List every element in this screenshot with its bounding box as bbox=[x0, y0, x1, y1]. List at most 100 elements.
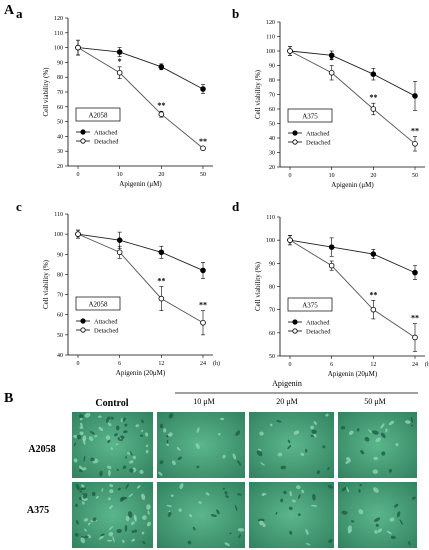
cell-shape bbox=[97, 415, 102, 418]
cell-shape bbox=[139, 469, 144, 475]
cell-shape bbox=[82, 435, 87, 442]
y-tick-label: 100 bbox=[266, 238, 275, 244]
cell-shape bbox=[170, 494, 174, 497]
cell-shape bbox=[78, 496, 82, 500]
data-point bbox=[412, 93, 418, 99]
cell-shape bbox=[159, 460, 164, 465]
cell-shape bbox=[142, 540, 146, 545]
cell-shape bbox=[163, 428, 167, 433]
legend-marker bbox=[292, 139, 298, 145]
y-tick-label: 30 bbox=[57, 149, 63, 155]
cell-shape bbox=[159, 423, 164, 429]
cell-shape bbox=[95, 495, 99, 499]
cell-shape bbox=[107, 469, 111, 477]
cell-shape bbox=[141, 419, 144, 424]
data-point bbox=[328, 69, 335, 76]
cell-shape bbox=[269, 423, 273, 427]
micrograph-1-1 bbox=[72, 412, 153, 478]
col-header-20um: 20 μM bbox=[276, 397, 297, 406]
row-label-a375: A375 bbox=[27, 505, 49, 516]
cell-shape bbox=[142, 515, 147, 520]
cell-shape bbox=[93, 435, 98, 438]
cell-shape bbox=[220, 417, 225, 421]
cell-shape bbox=[147, 510, 150, 515]
y-tick-label: 70 bbox=[269, 93, 275, 99]
x-unit-label: (h) bbox=[213, 360, 220, 367]
x-tick-label: 12 bbox=[158, 361, 164, 367]
cell-shape bbox=[310, 434, 314, 438]
y-tick-label: 110 bbox=[266, 215, 275, 221]
cell-shape bbox=[109, 489, 114, 494]
panel-letter: d bbox=[232, 199, 240, 214]
cell-shape bbox=[410, 424, 414, 427]
cell-shape bbox=[107, 497, 111, 501]
cell-shape bbox=[82, 493, 88, 499]
cell-shape bbox=[297, 494, 301, 499]
data-point bbox=[116, 49, 123, 55]
series-line bbox=[289, 50, 416, 145]
legend-label: Detached bbox=[94, 327, 119, 334]
cell-shape bbox=[145, 444, 149, 448]
cell-shape bbox=[313, 421, 317, 425]
cell-shape bbox=[121, 539, 125, 543]
legend-marker bbox=[292, 130, 298, 136]
cell-shape bbox=[82, 501, 85, 505]
cell-shape bbox=[196, 427, 200, 433]
chart-panel-b: b 20 30 40 50 60 70 80 90 100 110 120 0 10 20 50 Apigeni… bbox=[232, 6, 425, 189]
cell-shape bbox=[124, 525, 128, 532]
cell-shape bbox=[399, 519, 404, 526]
cell-shape bbox=[388, 468, 392, 473]
series-attached bbox=[287, 235, 418, 280]
data-point bbox=[158, 111, 165, 117]
y-tick-label: 40 bbox=[269, 136, 275, 142]
legend-marker bbox=[292, 319, 298, 325]
micrograph-background bbox=[72, 412, 153, 478]
cell-shape bbox=[356, 427, 360, 432]
cell-shape bbox=[146, 521, 151, 527]
cell-shape bbox=[375, 523, 379, 527]
series-detached bbox=[75, 39, 206, 152]
cell-shape bbox=[132, 455, 137, 460]
cell-shape bbox=[287, 445, 292, 450]
cell-shape bbox=[84, 535, 89, 539]
cell-shape bbox=[198, 501, 202, 505]
legend-label: Detached bbox=[306, 328, 331, 335]
cell-shape bbox=[122, 417, 126, 422]
x-tick-label: 6 bbox=[118, 361, 121, 367]
data-point bbox=[158, 249, 165, 256]
cell-shape bbox=[90, 457, 95, 462]
cell-shape bbox=[358, 488, 361, 493]
legend-marker bbox=[292, 328, 298, 334]
cell-shape bbox=[131, 530, 135, 533]
x-tick-label: 50 bbox=[412, 173, 418, 179]
micrograph-background bbox=[157, 482, 245, 548]
cell-shape bbox=[385, 428, 388, 433]
cell-shape bbox=[291, 499, 296, 503]
cell-line-label: A2058 bbox=[88, 301, 108, 309]
photo-cells bbox=[72, 412, 417, 548]
cell-shape bbox=[237, 527, 245, 532]
cell-shape bbox=[101, 488, 104, 493]
cell-shape bbox=[229, 532, 232, 535]
cell-shape bbox=[108, 526, 114, 531]
cell-shape bbox=[224, 491, 228, 495]
y-tick-label: 60 bbox=[57, 313, 63, 319]
cell-shape bbox=[136, 485, 141, 489]
x-tick-label: 50 bbox=[200, 172, 206, 178]
x-tick-label: 0 bbox=[289, 362, 292, 368]
micrograph-background bbox=[338, 412, 417, 478]
legend-label: Attached bbox=[94, 129, 118, 136]
y-tick-label: 90 bbox=[269, 64, 275, 70]
cell-shape bbox=[287, 439, 291, 444]
legend-marker bbox=[80, 327, 86, 333]
cell-shape bbox=[368, 429, 373, 434]
cell-shape bbox=[168, 432, 173, 437]
cell-shape bbox=[83, 518, 89, 522]
cell-shape bbox=[166, 439, 169, 444]
cell-shape bbox=[310, 425, 314, 430]
micrograph-grid: Apigenin Control 10 μM 20 μM 50 μM A2058… bbox=[27, 379, 418, 548]
cell-shape bbox=[235, 430, 241, 436]
y-tick-label: 110 bbox=[54, 212, 63, 218]
cell-shape bbox=[405, 420, 411, 424]
x-tick-label: 10 bbox=[117, 172, 123, 178]
